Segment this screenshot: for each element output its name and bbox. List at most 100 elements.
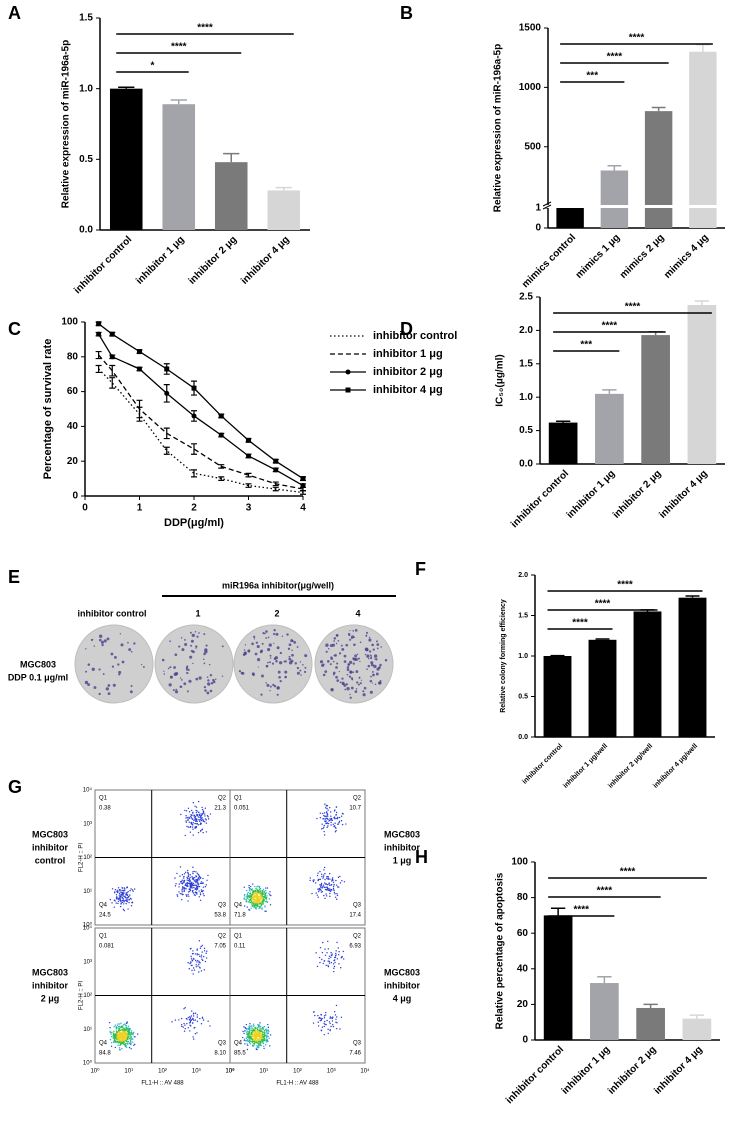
colony <box>204 662 206 664</box>
event-dot <box>325 1012 326 1013</box>
event-dot <box>265 896 266 897</box>
event-dot <box>343 958 344 959</box>
y-tick-label: 10⁴ <box>83 787 93 794</box>
event-dot <box>324 879 325 880</box>
event-dot <box>322 887 323 888</box>
event-dot <box>262 902 263 903</box>
event-dot <box>203 886 204 887</box>
legend-label: inhibitor 4 μg <box>373 384 443 396</box>
event-dot <box>252 900 253 901</box>
colony <box>344 689 346 691</box>
x-tick-label: inhibitor 4 μg <box>239 234 292 287</box>
quadrant-value: 71.8 <box>234 913 246 919</box>
marker <box>301 483 306 488</box>
colony <box>184 643 187 646</box>
event-dot <box>120 892 121 893</box>
event-dot <box>325 1024 326 1025</box>
event-dot <box>130 898 131 899</box>
event-dot <box>334 962 335 963</box>
y-tick-label: 10¹ <box>83 889 92 895</box>
event-dot <box>202 960 203 961</box>
colony <box>270 655 272 657</box>
event-dot <box>324 820 325 821</box>
marker <box>246 438 251 443</box>
colony <box>355 656 356 657</box>
event-dot <box>323 827 324 828</box>
event-dot <box>195 823 196 824</box>
event-dot <box>324 1017 325 1018</box>
event-dot <box>201 951 202 952</box>
event-dot <box>195 960 196 961</box>
x-tick-label: inhibitor control <box>72 234 134 296</box>
x-tick-label: inhibitor 2 μg/well <box>607 743 654 790</box>
event-dot <box>123 890 124 891</box>
event-dot <box>252 894 253 895</box>
event-dot <box>201 807 202 808</box>
event-dot <box>266 1037 267 1038</box>
event-dot <box>183 876 184 877</box>
event-dot <box>197 960 198 961</box>
event-dot <box>125 1027 126 1028</box>
event-dot <box>184 888 185 889</box>
event-dot <box>202 945 203 946</box>
event-dot <box>110 1033 111 1034</box>
sample-label: MGC803 <box>32 967 68 977</box>
event-dot <box>328 958 329 959</box>
colony <box>186 665 188 667</box>
event-dot <box>192 1036 193 1037</box>
event-dot <box>193 820 194 821</box>
colony <box>291 650 292 651</box>
event-dot <box>318 888 319 889</box>
event-dot <box>338 886 339 887</box>
colony <box>333 661 335 663</box>
colony <box>366 632 368 634</box>
event-dot <box>205 886 206 887</box>
event-dot <box>328 1033 329 1034</box>
event-dot <box>126 900 127 901</box>
colony <box>210 690 213 693</box>
event-dot <box>242 1031 243 1032</box>
event-dot <box>265 901 266 902</box>
colony <box>169 666 171 668</box>
colony <box>212 679 214 681</box>
event-dot <box>123 900 124 901</box>
event-dot <box>192 867 193 868</box>
event-dot <box>132 890 133 891</box>
event-dot <box>325 807 326 808</box>
x-tick-label: inhibitor 2 μg <box>611 468 664 521</box>
event-dot <box>129 890 130 891</box>
event-dot <box>117 1045 118 1046</box>
event-dot <box>198 812 199 813</box>
event-dot <box>334 823 335 824</box>
colony <box>104 639 107 642</box>
event-dot <box>130 1039 131 1040</box>
y-tick-label: 0 <box>522 1035 528 1046</box>
event-dot <box>128 1028 129 1029</box>
colony <box>355 629 358 632</box>
event-dot <box>125 1036 126 1037</box>
colony <box>360 682 362 684</box>
event-dot <box>254 1041 255 1042</box>
x-axis-label: DDP(μg/ml) <box>164 517 224 529</box>
event-dot <box>332 1018 333 1019</box>
colony <box>323 674 326 677</box>
event-dot <box>192 873 193 874</box>
event-dot <box>251 1041 252 1042</box>
colony <box>241 672 243 674</box>
event-dot <box>329 1021 330 1022</box>
event-dot <box>322 828 323 829</box>
event-dot <box>195 876 196 877</box>
x-tick-label: 10⁴ <box>360 1068 370 1075</box>
event-dot <box>257 1035 258 1036</box>
event-dot <box>175 885 176 886</box>
colony <box>333 640 335 642</box>
event-dot <box>131 1036 132 1037</box>
event-dot <box>253 896 254 897</box>
event-dot <box>171 1021 172 1022</box>
event-dot <box>264 910 265 911</box>
x-tick-label: inhibitor 1 μg <box>134 234 187 287</box>
event-dot <box>193 802 194 803</box>
event-dot <box>191 817 192 818</box>
colony <box>370 680 373 683</box>
event-dot <box>197 883 198 884</box>
